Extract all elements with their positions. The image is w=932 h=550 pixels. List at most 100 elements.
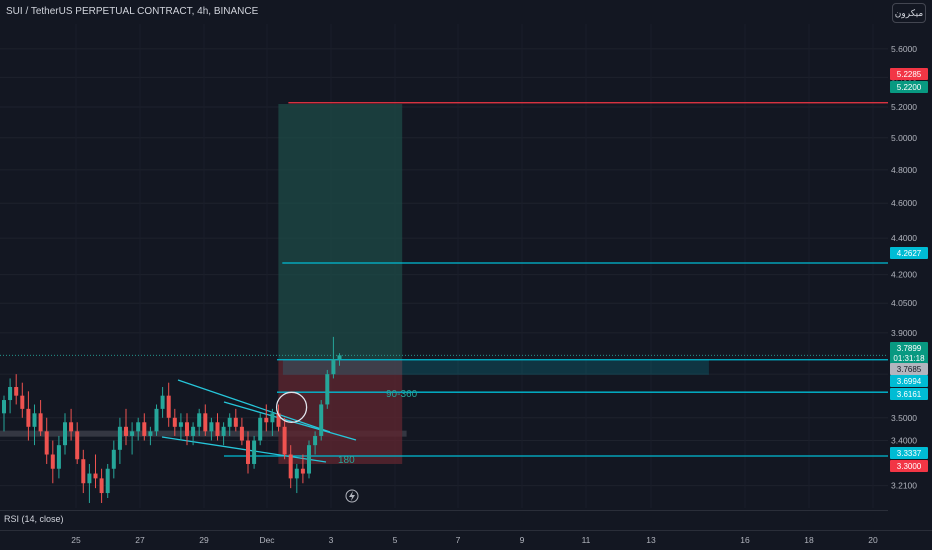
y-tick-label: 3.5000: [891, 413, 917, 423]
x-tick-label: 7: [456, 535, 461, 545]
candle-body: [136, 422, 141, 432]
price-label: 3.7899: [897, 344, 922, 353]
candle-body: [264, 417, 269, 423]
candle-body: [32, 413, 37, 427]
loss-zone: [278, 359, 403, 464]
candle-body: [246, 440, 250, 464]
candle-body: [26, 408, 31, 427]
cyan-zone: [282, 359, 709, 375]
x-tick-label: 5: [393, 535, 398, 545]
rsi-indicator-label[interactable]: RSI (14, close): [4, 514, 64, 524]
y-tick-label: 3.9000: [891, 328, 917, 338]
price-label-bg: [890, 68, 928, 80]
time-axis-divider: [0, 530, 932, 531]
candle-body: [69, 422, 74, 432]
grid: [0, 24, 888, 508]
price-label: 5.2200: [897, 83, 922, 92]
x-tick-label: 9: [520, 535, 525, 545]
y-tick-label: 4.6000: [891, 198, 917, 208]
candle-body: [142, 422, 147, 436]
candle-body: [105, 468, 110, 494]
grey-band-rect: [0, 430, 407, 437]
candle-body: [2, 400, 6, 414]
price-label: 5.2285: [897, 70, 922, 79]
price-label-bg: [890, 247, 928, 259]
candle-body: [166, 395, 171, 418]
candle-body: [307, 445, 311, 474]
candle-body: [160, 395, 165, 409]
annotation-180: 180: [338, 455, 355, 466]
candle-body: [288, 454, 293, 479]
trendline: [177, 379, 331, 433]
lightning-icon-glyph: [349, 491, 355, 501]
countdown-label: 01:31:18: [893, 354, 925, 363]
candle-body: [227, 417, 232, 427]
price-label-bg: [890, 447, 928, 459]
x-tick-label: 18: [804, 535, 814, 545]
candle-body: [215, 422, 220, 436]
time-axis: 25 27 29 Dec 3 5 7 9 11 13 16 18 20: [71, 535, 878, 545]
candle-body: [75, 431, 80, 460]
candle-body: [14, 386, 19, 396]
y-tick-label: 4.8000: [891, 165, 917, 175]
price-label-bg: [890, 460, 928, 472]
price-axis: 5.60005.40005.20005.00004.80004.60004.40…: [891, 44, 917, 491]
candle-body: [282, 426, 287, 455]
brand-button[interactable]: میکرون: [892, 3, 926, 23]
candle-body: [172, 417, 177, 427]
candle-body: [276, 413, 281, 427]
candle-body: [99, 478, 104, 494]
price-label-bg: [890, 375, 928, 387]
candle-body: [124, 426, 128, 436]
candle-body: [50, 454, 55, 469]
candle-body: [325, 374, 330, 405]
x-tick-label: 13: [646, 535, 656, 545]
y-tick-label: 5.6000: [891, 44, 917, 54]
candle-body: [197, 413, 202, 427]
pane-divider[interactable]: [0, 510, 888, 511]
trendline: [223, 401, 357, 441]
profit-zone: [278, 103, 403, 360]
candle-body: [313, 435, 318, 446]
grey-band: [0, 430, 407, 437]
position-zones: [278, 103, 709, 464]
price-label: 3.6161: [897, 390, 922, 399]
price-label: 3.7685: [897, 365, 922, 374]
y-tick-label: 4.4000: [891, 233, 917, 243]
candle-body: [294, 468, 299, 479]
chart-title: SUI / TetherUS PERPETUAL CONTRACT, 4h, B…: [6, 6, 259, 17]
trendlines: [161, 379, 357, 463]
candle-body: [300, 468, 305, 474]
price-label-bg: [890, 363, 928, 375]
candle-body: [154, 408, 159, 432]
candle-body: [258, 417, 263, 441]
candle-body: [178, 422, 183, 427]
price-label-bg: [890, 81, 928, 93]
overlay: 90-360 180: [275, 389, 418, 503]
y-tick-label: 4.2000: [891, 270, 917, 280]
candle-body: [221, 426, 226, 436]
price-label: 3.3337: [897, 449, 922, 458]
candle-body: [319, 404, 324, 436]
candle-body: [63, 422, 67, 446]
x-tick-label: 11: [582, 535, 591, 545]
circle-marker: [275, 391, 308, 423]
candle-body: [203, 413, 208, 432]
x-tick-label: 16: [740, 535, 750, 545]
candle-body: [20, 395, 25, 409]
candle-body: [81, 459, 86, 484]
candle-body: [148, 431, 153, 436]
candle-body: [337, 355, 342, 360]
candle-body: [117, 426, 122, 450]
candle-body: [209, 422, 214, 432]
candle-body: [270, 413, 275, 423]
candle-body: [44, 431, 49, 455]
price-label: 4.2627: [897, 249, 922, 258]
price-label: 3.3000: [897, 462, 922, 471]
x-tick-label: Dec: [259, 535, 275, 545]
candle-body: [185, 422, 189, 436]
annotation-90-360: 90-360: [386, 389, 418, 400]
candle-body: [331, 359, 336, 375]
